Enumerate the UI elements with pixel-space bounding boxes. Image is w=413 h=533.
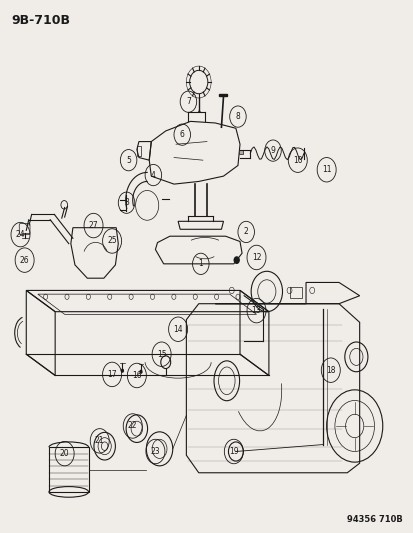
Text: 19: 19 [228, 447, 238, 456]
Text: 94356 710B: 94356 710B [347, 515, 402, 524]
Text: 25: 25 [107, 237, 116, 246]
Text: 9B-710B: 9B-710B [11, 14, 70, 27]
Text: 27: 27 [88, 221, 98, 230]
Text: 20: 20 [60, 449, 69, 458]
Text: 22: 22 [128, 422, 137, 431]
Text: 8: 8 [235, 112, 240, 121]
Text: 17: 17 [107, 370, 116, 379]
Text: 16: 16 [132, 371, 141, 380]
Text: 11: 11 [321, 165, 331, 174]
Circle shape [121, 368, 124, 373]
Text: 26: 26 [20, 256, 29, 264]
Text: 5: 5 [126, 156, 131, 165]
Text: 3: 3 [124, 198, 129, 207]
Text: 9: 9 [270, 146, 275, 155]
Text: 1: 1 [198, 260, 203, 268]
Text: 23: 23 [150, 447, 160, 456]
Text: 18: 18 [325, 366, 335, 375]
Text: 2: 2 [243, 228, 248, 237]
Text: 7: 7 [185, 97, 190, 106]
Text: 10: 10 [292, 156, 302, 165]
Circle shape [139, 369, 142, 374]
Text: 21: 21 [95, 437, 104, 446]
Text: 12: 12 [251, 253, 261, 262]
Text: 13: 13 [251, 306, 261, 315]
Polygon shape [219, 94, 226, 96]
Polygon shape [238, 150, 243, 154]
Text: 14: 14 [173, 325, 183, 334]
Text: 4: 4 [151, 171, 155, 180]
Text: 15: 15 [157, 350, 166, 359]
Text: 6: 6 [179, 130, 184, 139]
Circle shape [234, 257, 239, 263]
Text: 24: 24 [16, 230, 25, 239]
